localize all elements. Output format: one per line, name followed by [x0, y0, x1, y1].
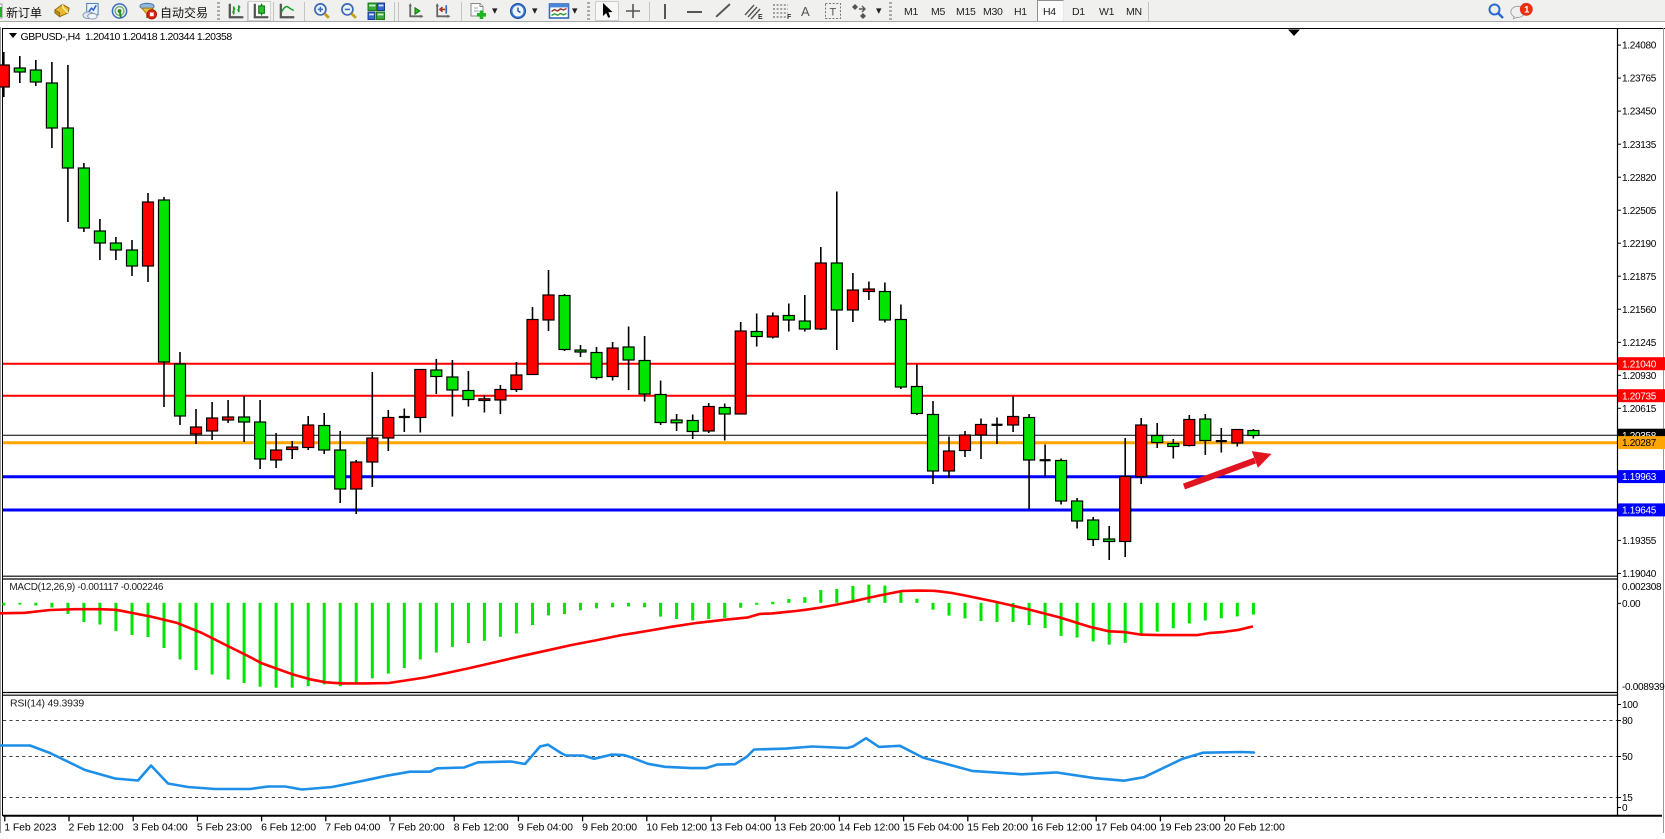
- svg-text:1.23135: 1.23135: [1622, 140, 1657, 151]
- svg-text:1.19040: 1.19040: [1622, 569, 1657, 580]
- svg-text:1.24080: 1.24080: [1622, 41, 1657, 52]
- svg-text:1.20287: 1.20287: [1622, 438, 1657, 449]
- svg-text:T: T: [830, 7, 837, 19]
- svg-text:13 Feb 20:00: 13 Feb 20:00: [775, 822, 836, 834]
- svg-text:1.19355: 1.19355: [1622, 536, 1657, 547]
- svg-text:3 Feb 04:00: 3 Feb 04:00: [133, 822, 188, 834]
- svg-text:1.21875: 1.21875: [1622, 272, 1657, 283]
- svg-text:15 Feb 20:00: 15 Feb 20:00: [967, 822, 1028, 834]
- svg-text:1.22505: 1.22505: [1622, 206, 1657, 217]
- svg-text:9 Feb 04:00: 9 Feb 04:00: [518, 822, 573, 834]
- svg-text:17 Feb 04:00: 17 Feb 04:00: [1096, 822, 1157, 834]
- svg-text:1.21245: 1.21245: [1622, 338, 1657, 349]
- svg-text:E: E: [758, 14, 763, 20]
- svg-text:1.23450: 1.23450: [1622, 107, 1657, 118]
- svg-text:1.20930: 1.20930: [1622, 371, 1657, 382]
- svg-text:1.22190: 1.22190: [1622, 239, 1657, 250]
- svg-text:2 Feb 12:00: 2 Feb 12:00: [69, 822, 124, 834]
- svg-text:1.19645: 1.19645: [1622, 506, 1657, 517]
- svg-text:1.23765: 1.23765: [1622, 74, 1657, 85]
- svg-text:1.20735: 1.20735: [1622, 391, 1657, 402]
- svg-text:8 Feb 12:00: 8 Feb 12:00: [454, 822, 509, 834]
- svg-text:15: 15: [1622, 793, 1633, 804]
- svg-text:7 Feb 04:00: 7 Feb 04:00: [325, 822, 380, 834]
- svg-text:15 Feb 04:00: 15 Feb 04:00: [903, 822, 964, 834]
- svg-text:50: 50: [1622, 752, 1633, 763]
- svg-text:1 Feb 2023: 1 Feb 2023: [4, 822, 56, 834]
- svg-text:1.19963: 1.19963: [1622, 472, 1657, 483]
- svg-text:1.21560: 1.21560: [1622, 305, 1657, 316]
- svg-text:1.20615: 1.20615: [1622, 404, 1657, 415]
- svg-text:0: 0: [1622, 803, 1628, 814]
- svg-text:0.002308: 0.002308: [1622, 582, 1662, 593]
- svg-text:7 Feb 20:00: 7 Feb 20:00: [390, 822, 445, 834]
- svg-text:1.22820: 1.22820: [1622, 173, 1657, 184]
- svg-text:RSI(14) 49.3939: RSI(14) 49.3939: [10, 698, 84, 710]
- svg-text:14 Feb 12:00: 14 Feb 12:00: [839, 822, 900, 834]
- svg-text:13 Feb 04:00: 13 Feb 04:00: [711, 822, 772, 834]
- svg-text:10 Feb 12:00: 10 Feb 12:00: [646, 822, 707, 834]
- svg-text:100: 100: [1622, 700, 1639, 711]
- svg-text:-0.008939: -0.008939: [1622, 682, 1665, 693]
- svg-text:GBPUSD-,H4 1.20410 1.20418 1.: GBPUSD-,H4 1.20410 1.20418 1.20344 1.203…: [21, 31, 233, 43]
- svg-text:0.00: 0.00: [1622, 599, 1641, 610]
- svg-text:9 Feb 20:00: 9 Feb 20:00: [582, 822, 637, 834]
- svg-text:MACD(12,26,9) -0.001117 -0.002: MACD(12,26,9) -0.001117 -0.002246: [9, 582, 163, 593]
- svg-text:6 Feb 12:00: 6 Feb 12:00: [261, 822, 316, 834]
- svg-text:20 Feb 12:00: 20 Feb 12:00: [1224, 822, 1285, 834]
- svg-text:1.21040: 1.21040: [1622, 359, 1657, 370]
- svg-text:1: 1: [1524, 4, 1529, 15]
- svg-text:80: 80: [1622, 716, 1633, 727]
- svg-text:16 Feb 12:00: 16 Feb 12:00: [1032, 822, 1093, 834]
- svg-text:5 Feb 23:00: 5 Feb 23:00: [197, 822, 252, 834]
- svg-text:F: F: [787, 14, 792, 20]
- svg-text:19 Feb 23:00: 19 Feb 23:00: [1160, 822, 1221, 834]
